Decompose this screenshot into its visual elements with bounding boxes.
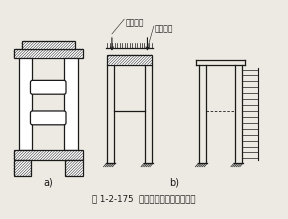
Text: a): a) xyxy=(43,178,53,188)
Bar xyxy=(14,150,83,160)
FancyBboxPatch shape xyxy=(31,80,66,94)
Text: b): b) xyxy=(170,178,180,188)
FancyBboxPatch shape xyxy=(31,111,66,125)
Bar xyxy=(64,58,78,150)
Bar xyxy=(14,49,83,58)
Text: 纵梁反力: 纵梁反力 xyxy=(125,18,144,27)
Bar xyxy=(14,160,31,176)
Bar xyxy=(107,55,152,65)
Bar xyxy=(19,58,33,150)
Text: 图 1-2-175  拱上建筑横向按刚架分析: 图 1-2-175 拱上建筑横向按刚架分析 xyxy=(92,195,196,204)
Bar xyxy=(65,160,83,176)
Text: 分布荷载: 分布荷载 xyxy=(155,24,173,33)
Bar xyxy=(22,41,75,49)
